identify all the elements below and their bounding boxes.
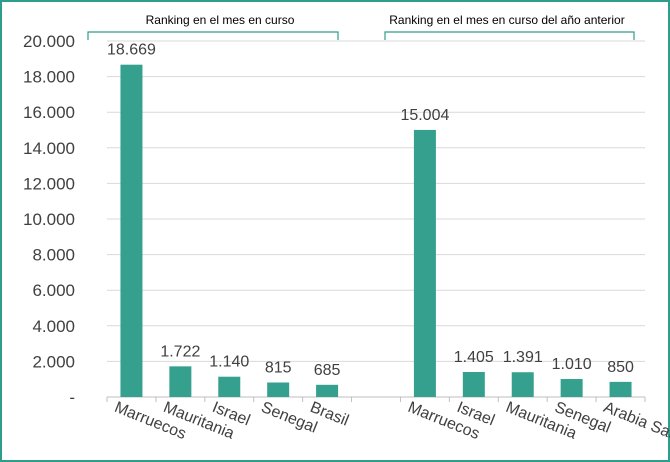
group-title-bg — [90, 12, 350, 28]
y-tick-label: 20.000 — [23, 32, 75, 51]
data-label: 1.140 — [209, 354, 249, 371]
bar-senegal — [560, 379, 583, 397]
y-tick-label: 2.000 — [32, 352, 75, 371]
bar-marruecos — [120, 64, 143, 397]
y-tick-label: 4.000 — [32, 317, 75, 336]
group-title: Ranking en el mes en curso del año anter… — [389, 13, 624, 27]
y-tick-label: - — [69, 388, 75, 407]
bar-mauritania — [511, 372, 534, 397]
y-tick-label: 16.000 — [23, 103, 75, 122]
bar-brasil — [316, 384, 339, 397]
data-label: 850 — [607, 359, 634, 376]
bar-senegal — [267, 382, 290, 397]
data-label: 685 — [314, 362, 341, 379]
group-title: Ranking en el mes en curso — [146, 13, 295, 27]
data-label: 815 — [265, 359, 292, 376]
data-label: 1.010 — [552, 356, 592, 373]
bar-mauritania — [169, 366, 192, 397]
category-label: Senegal — [259, 399, 320, 437]
data-label: 1.722 — [160, 343, 200, 360]
bar-marruecos — [413, 129, 436, 397]
data-label: 1.405 — [454, 349, 494, 366]
data-label: 15.004 — [400, 107, 449, 124]
group-title-bg — [377, 12, 637, 28]
y-tick-label: 6.000 — [32, 281, 75, 300]
y-tick-label: 10.000 — [23, 210, 75, 229]
y-tick-label: 8.000 — [32, 246, 75, 265]
data-label: 1.391 — [503, 349, 543, 366]
bar-arabia-saudí — [609, 381, 632, 397]
y-tick-label: 14.000 — [23, 139, 75, 158]
group-bracket — [384, 31, 635, 40]
bar-israel — [462, 371, 485, 397]
group-bracket — [87, 31, 339, 40]
y-tick-label: 18.000 — [23, 68, 75, 87]
y-tick-label: 12.000 — [23, 174, 75, 193]
bar-israel — [218, 376, 241, 397]
data-label: 18.669 — [107, 42, 156, 59]
